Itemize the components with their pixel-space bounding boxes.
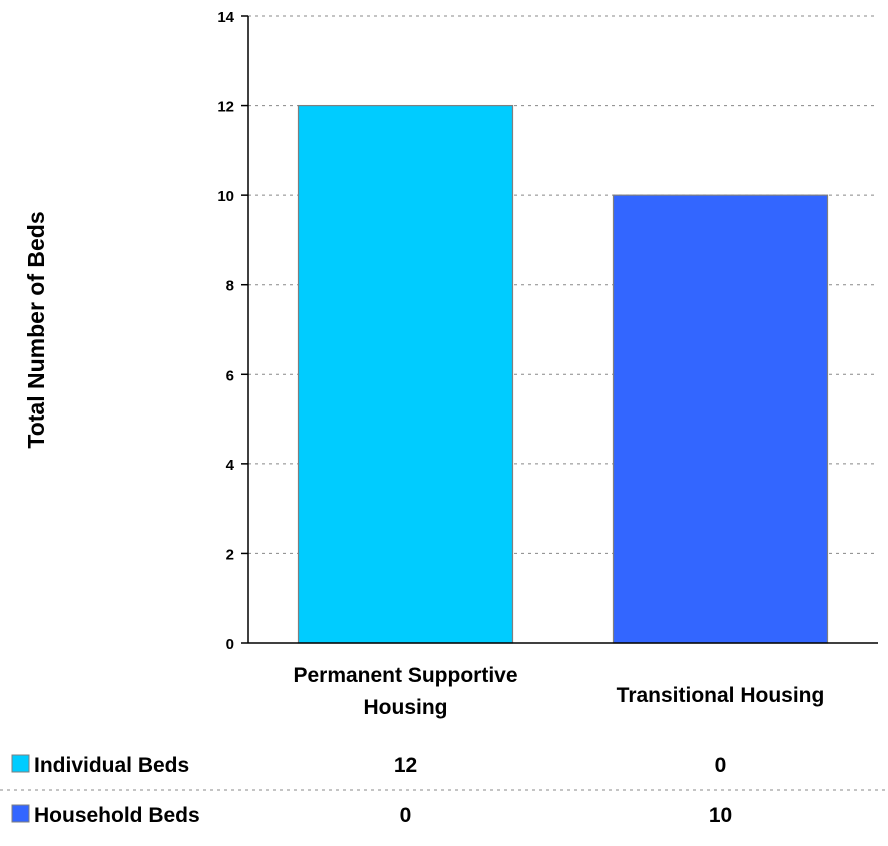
legend-label: Individual Beds [34, 754, 189, 777]
y-tick-label: 0 [226, 636, 234, 653]
axes [241, 15, 878, 644]
y-tick-label: 12 [217, 99, 234, 116]
data-table-value: 10 [709, 804, 732, 827]
bar-household-beds [612, 194, 829, 644]
data-table-value: 12 [394, 754, 417, 777]
y-tick-label: 6 [226, 367, 234, 384]
y-tick-label: 4 [226, 457, 235, 474]
legend-label: Household Beds [34, 804, 200, 827]
data-table: Individual Beds 12 0 Household Beds 0 10 [0, 754, 888, 827]
y-tick-label: 10 [217, 188, 234, 205]
y-axis-title: Total Number of Beds [23, 211, 49, 448]
x-category-label: Transitional Housing [617, 684, 825, 707]
bars [297, 104, 829, 644]
bar-individual-beds [297, 104, 514, 644]
legend-swatch [11, 804, 30, 823]
y-tick-label: 8 [226, 278, 234, 295]
y-tick-label: 2 [226, 546, 234, 563]
legend-swatch [11, 754, 30, 773]
y-tick-label: 14 [217, 9, 234, 26]
x-category-labels: Permanent Supportive Housing Transitional … [293, 664, 824, 719]
data-table-value: 0 [715, 754, 727, 777]
data-table-value: 0 [400, 804, 412, 827]
y-tick-labels: 0 2 4 6 8 10 12 14 [217, 9, 234, 653]
x-category-label: Permanent Supportive Housing [293, 664, 517, 719]
